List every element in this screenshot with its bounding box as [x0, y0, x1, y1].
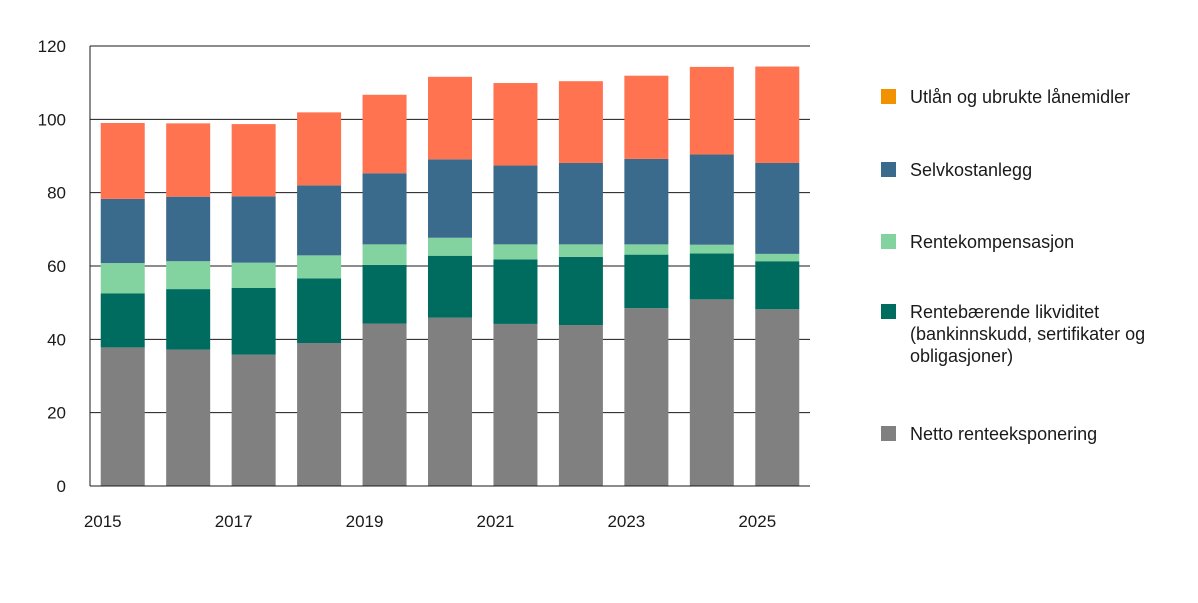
bar-segment — [493, 165, 538, 245]
legend-label-utlan: Utlån og ubrukte lånemidler — [910, 87, 1131, 107]
bar-segment — [755, 162, 800, 254]
bar-segment — [100, 263, 145, 294]
axes — [89, 46, 810, 487]
bar-segment — [493, 83, 538, 166]
bar-segment — [558, 162, 603, 245]
bar-segment — [493, 259, 538, 324]
bar-segment — [166, 289, 211, 350]
bar-segment — [297, 185, 342, 256]
bar-segment — [624, 75, 669, 159]
bars — [100, 66, 800, 486]
legend-swatch-rentekompensasjon — [881, 234, 896, 249]
legend-label-rentebaerende: Rentebærende likviditet (bankinnskudd, s… — [910, 302, 1146, 366]
bar-segment — [558, 325, 603, 486]
bar-segment — [755, 66, 800, 163]
legend-item-rentekompensasjon: Rentekompensasjon — [881, 231, 1180, 253]
x-tick-label: 2021 — [477, 512, 515, 531]
bar-segment — [689, 154, 734, 245]
legend-label-rentekompensasjon: Rentekompensasjon — [910, 232, 1075, 252]
bar-segment — [231, 196, 276, 263]
bar-segment — [624, 158, 669, 245]
bar-segment — [755, 253, 800, 262]
bar-segment — [231, 288, 276, 355]
bar-segment — [689, 244, 734, 254]
bar-segment — [166, 349, 211, 486]
bar-segment — [166, 123, 211, 197]
bar-segment — [297, 343, 342, 486]
bar-segment — [428, 76, 472, 160]
y-tick-label: 40 — [47, 330, 66, 349]
x-tick-label: 2023 — [607, 512, 645, 531]
legend-label-netto: Netto renteeksponering — [910, 424, 1098, 444]
y-tick-label: 80 — [47, 184, 66, 203]
bar-segment — [100, 293, 145, 348]
bar-segment — [428, 159, 472, 238]
x-tick-label: 2015 — [84, 512, 122, 531]
bar-segment — [624, 254, 669, 309]
bar-segment — [755, 309, 800, 486]
bar-segment — [100, 123, 145, 199]
legend-item-rentebaerende: Rentebærende likviditet (bankinnskudd, s… — [881, 301, 1180, 367]
legend-swatch-utlan — [881, 89, 896, 104]
x-tick-label: 2017 — [215, 512, 253, 531]
bar-segment — [558, 256, 603, 326]
bar-segment — [100, 347, 145, 486]
bar-segment — [231, 354, 276, 486]
bar-segment — [689, 299, 734, 486]
stacked-bar-chart: 0 20 40 60 80 100 120 2015 2017 2019 2021 2023 2025 — [38, 37, 810, 531]
bar-segment — [558, 244, 603, 257]
bar-segment — [689, 253, 734, 300]
x-tick-label: 2025 — [738, 512, 776, 531]
bar-segment — [166, 261, 211, 290]
legend-item-selvkostanlegg: Selvkostanlegg — [881, 159, 1180, 181]
legend-swatch-netto — [881, 426, 896, 441]
bar-segment — [297, 255, 342, 279]
bar-segment — [166, 196, 211, 262]
bar-segment — [297, 112, 342, 186]
legend-label-selvkostanlegg: Selvkostanlegg — [910, 160, 1033, 180]
bar-segment — [231, 124, 276, 197]
bar-segment — [493, 323, 538, 486]
bar-segment — [493, 244, 538, 260]
y-tick-label: 100 — [38, 110, 66, 129]
bar-segment — [624, 308, 669, 486]
bar-segment — [231, 262, 276, 288]
y-tick-label: 0 — [57, 477, 66, 496]
bar-segment — [362, 323, 407, 486]
bar-segment — [428, 255, 472, 318]
x-tick-label: 2019 — [346, 512, 384, 531]
bar-segment — [362, 264, 407, 324]
bar-segment — [428, 237, 472, 256]
bar-segment — [624, 244, 669, 255]
bar-segment — [362, 244, 407, 265]
bar-segment — [755, 261, 800, 310]
y-tick-label: 20 — [47, 404, 66, 423]
y-tick-label: 60 — [47, 257, 66, 276]
y-axis-tick-labels: 0 20 40 60 80 100 120 — [38, 37, 66, 496]
bar-segment — [689, 66, 734, 155]
legend-swatch-selvkostanlegg — [881, 162, 896, 177]
bar-segment — [428, 317, 472, 486]
bar-segment — [100, 198, 145, 264]
bar-segment — [362, 173, 407, 245]
legend-item-netto: Netto renteeksponering — [881, 423, 1180, 445]
bar-segment — [297, 278, 342, 343]
bar-segment — [362, 94, 407, 174]
legend-item-utlan: Utlån og ubrukte lånemidler — [881, 86, 1180, 108]
y-tick-label: 120 — [38, 37, 66, 56]
legend-swatch-rentebaerende — [881, 304, 896, 319]
x-axis-tick-labels: 2015 2017 2019 2021 2023 2025 — [84, 512, 776, 531]
bar-segment — [558, 81, 603, 163]
